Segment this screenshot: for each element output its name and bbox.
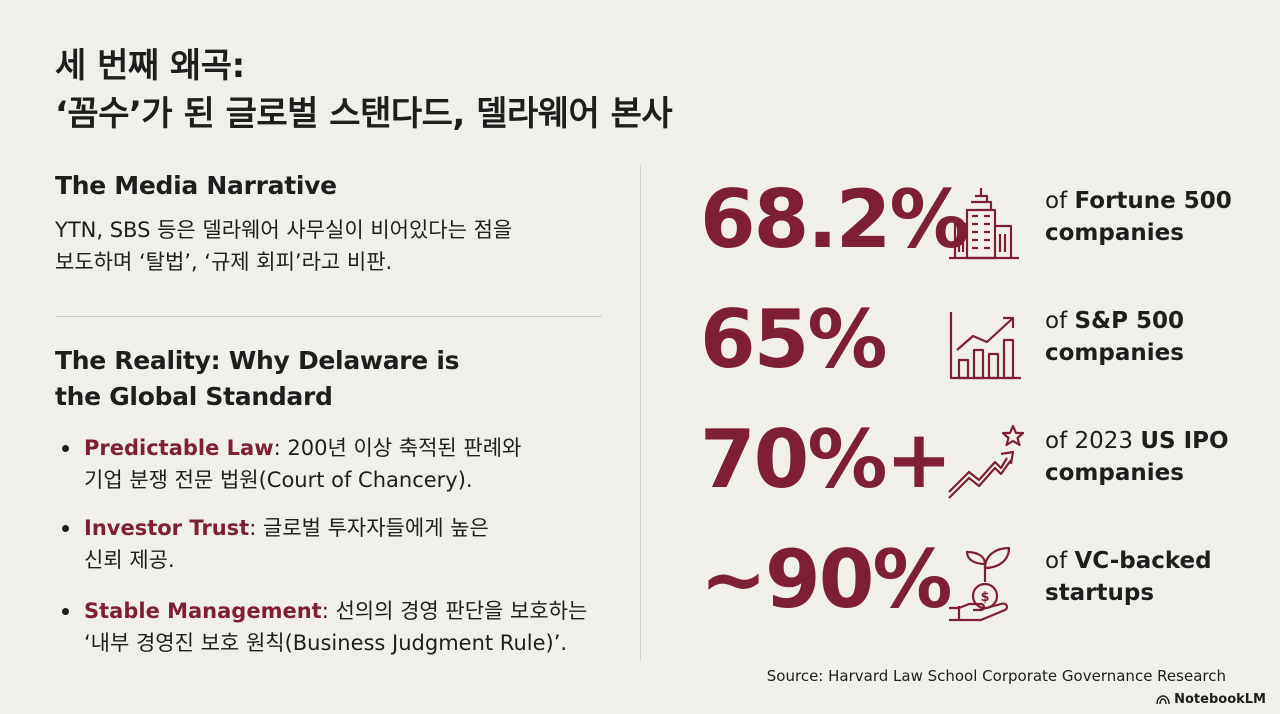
stat-desc-prefix: of 2023 <box>1045 428 1141 454</box>
stat-desc-prefix: of <box>1045 188 1075 214</box>
money-plant-hand-icon: $ <box>945 542 1025 622</box>
media-text: YTN, SBS 등은 델라웨어 사무실이 비어있다는 점을 보도하며 ‘탈법’… <box>55 214 615 278</box>
stat-desc-line-2: startups <box>1045 580 1155 606</box>
title-line-1: 세 번째 왜곡: <box>55 46 245 86</box>
bullet-dot <box>62 445 69 452</box>
media-text-line-1: YTN, SBS 등은 델라웨어 사무실이 비어있다는 점을 <box>55 218 513 242</box>
reality-heading-line-1: The Reality: Why Delaware is <box>55 346 460 375</box>
bullet-text: : 선의의 경영 판단을 보호하는 <box>321 599 588 623</box>
stat-description: of S&P 500 companies <box>1045 305 1184 369</box>
media-narrative-section: The Media Narrative YTN, SBS 등은 델라웨어 사무실… <box>55 168 615 278</box>
stat-desc-bold: S&P 500 <box>1074 308 1184 334</box>
bullet-text-line-2: 기업 분쟁 전문 법원(Court of Chancery). <box>84 468 473 492</box>
office-building-icon <box>945 182 1025 262</box>
brand-watermark: NotebookLM <box>1156 692 1266 707</box>
stat-description: of VC-backed startups <box>1045 545 1212 609</box>
bullet-keyword: Stable Management <box>84 599 322 623</box>
stat-sp-500: 65% of S&P 500 companies <box>700 290 1260 400</box>
stat-desc-bold: US IPO <box>1140 428 1229 454</box>
media-heading: The Media Narrative <box>55 171 337 200</box>
bullet-text-line-2: 신뢰 제공. <box>84 548 175 572</box>
bullet-keyword: Investor Trust <box>84 516 250 540</box>
bullet-investor-trust: Investor Trust: 글로벌 투자자들에게 높은 신뢰 제공. <box>58 512 489 576</box>
stat-value: 68.2% <box>700 173 970 266</box>
bar-chart-up-icon <box>945 302 1025 382</box>
bullet-text: : 글로벌 투자자들에게 높은 <box>249 516 489 540</box>
bullet-keyword: Predictable Law <box>84 436 274 460</box>
trend-arrow-star-icon <box>945 422 1025 502</box>
media-text-line-2: 보도하며 ‘탈법’, ‘규제 회피’라고 비판. <box>55 250 393 274</box>
source-note: Source: Harvard Law School Corporate Gov… <box>766 667 1226 685</box>
stat-us-ipo: 70%+ of 2023 US IPO companies <box>700 410 1260 520</box>
page-title: 세 번째 왜곡: ‘꼼수’가 된 글로벌 스탠다드, 델라웨어 본사 <box>55 42 673 138</box>
stat-fortune-500: 68.2% of Fortune 500 companies <box>700 170 1260 280</box>
bullet-text-line-2: ‘내부 경영진 보호 원칙(Business Judgment Rule)’. <box>84 631 568 655</box>
stat-desc-bold: VC-backed <box>1074 548 1212 574</box>
reality-section: The Reality: Why Delaware is the Global … <box>55 343 615 415</box>
stat-desc-line-2: companies <box>1045 340 1184 366</box>
svg-text:$: $ <box>980 590 989 605</box>
section-divider <box>55 316 602 317</box>
stat-desc-bold: Fortune 500 <box>1074 188 1232 214</box>
stat-vc-backed: ~90% $ of VC-backed startups <box>700 530 1260 640</box>
stat-desc-prefix: of <box>1045 308 1075 334</box>
stat-value: 65% <box>700 293 887 386</box>
title-line-2: ‘꼼수’가 된 글로벌 스탠다드, 델라웨어 본사 <box>55 94 673 134</box>
stat-desc-prefix: of <box>1045 548 1075 574</box>
stat-description: of Fortune 500 companies <box>1045 185 1232 249</box>
column-divider <box>640 165 641 660</box>
bullet-text: : 200년 이상 축적된 판례와 <box>273 436 522 460</box>
stat-value: ~90% <box>700 533 953 626</box>
reality-heading-line-2: the Global Standard <box>55 382 333 411</box>
stat-desc-line-2: companies <box>1045 460 1184 486</box>
bullet-stable-management: Stable Management: 선의의 경영 판단을 보호하는 ‘내부 경… <box>58 595 587 659</box>
brand-label: NotebookLM <box>1174 692 1266 707</box>
bullet-dot <box>62 525 69 532</box>
stat-value: 70%+ <box>700 413 953 506</box>
stat-desc-line-2: companies <box>1045 220 1184 246</box>
notebooklm-logo-icon <box>1156 694 1170 704</box>
reality-heading: The Reality: Why Delaware is the Global … <box>55 343 615 415</box>
bullet-dot <box>62 608 69 615</box>
stat-description: of 2023 US IPO companies <box>1045 425 1229 489</box>
bullet-predictable-law: Predictable Law: 200년 이상 축적된 판례와 기업 분쟁 전… <box>58 432 521 496</box>
